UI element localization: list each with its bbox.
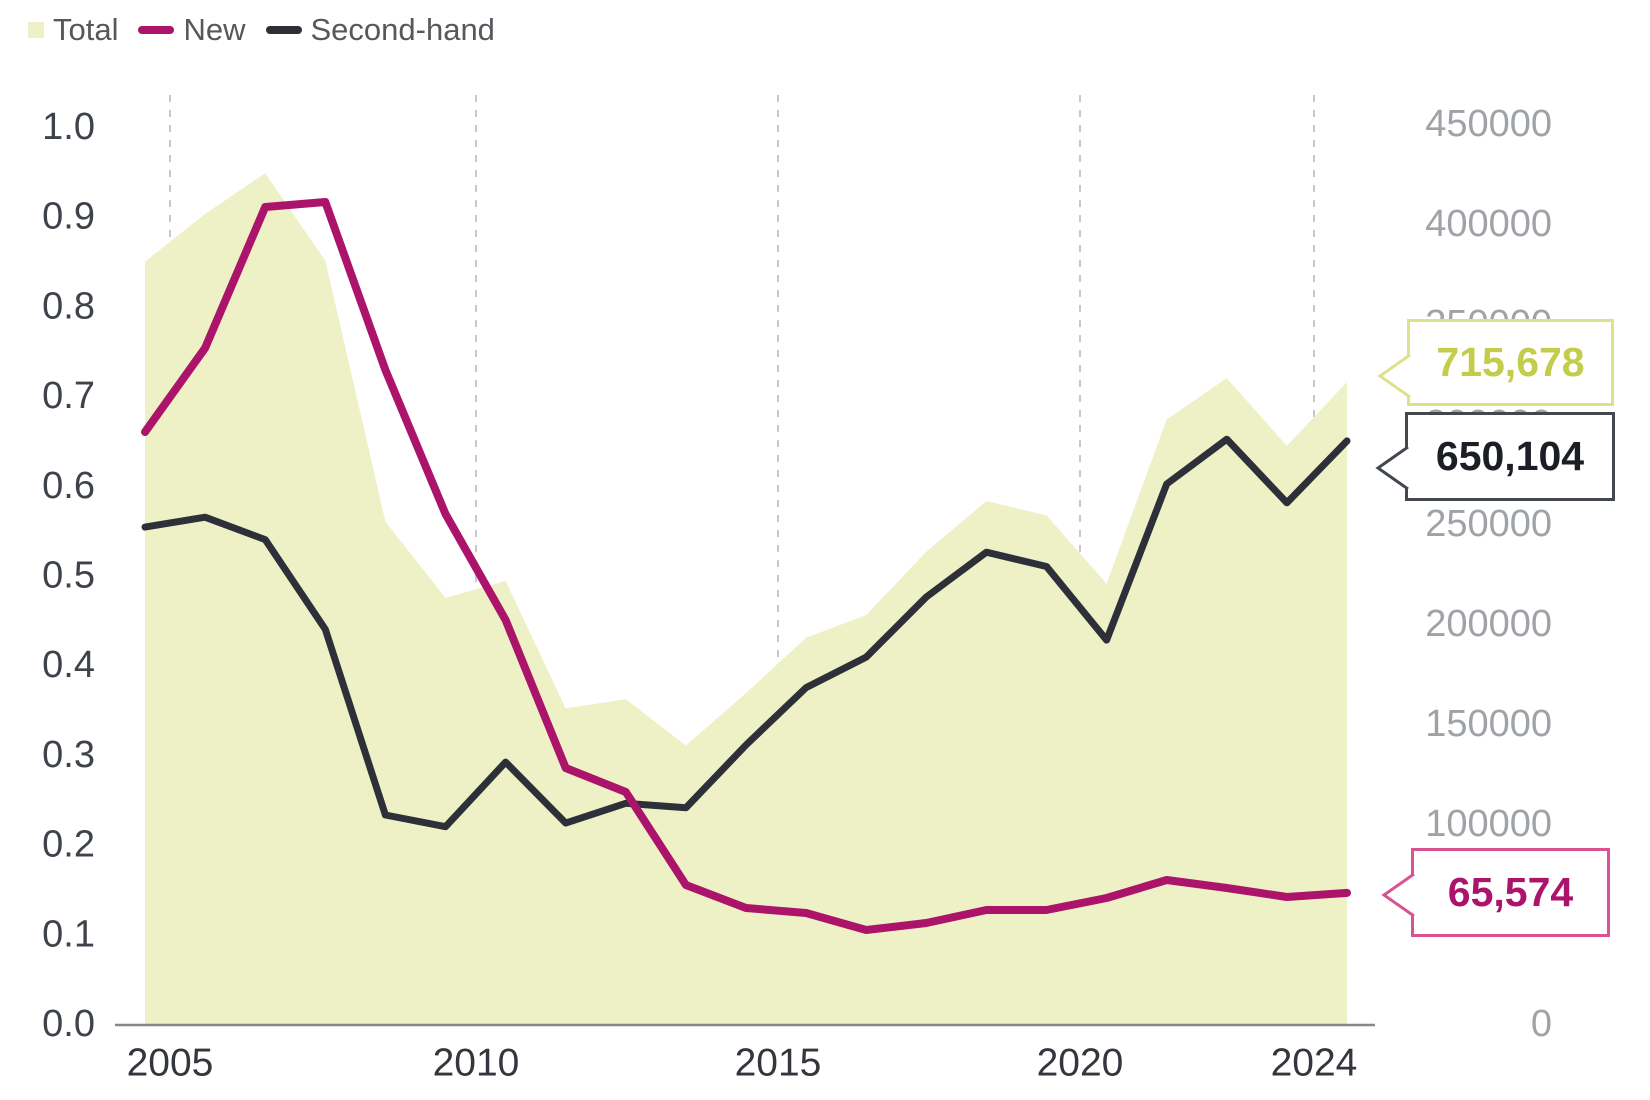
- x-axis-tick-label: 2015: [735, 1042, 822, 1085]
- second-hand-end-value: 650,104: [1435, 433, 1585, 479]
- second-hand-line: [141, 435, 1351, 831]
- total-area-swatch-icon: [28, 22, 44, 38]
- callout-notch-icon: [1377, 353, 1411, 399]
- right-axis-tick-label: 250000: [1425, 503, 1552, 545]
- left-axis-tick-label: 0.9: [42, 196, 95, 238]
- legend-item-new: New: [138, 12, 246, 48]
- left-axis-tick-label: 0.1: [42, 913, 95, 955]
- left-axis-tick-label: 0.7: [42, 375, 95, 417]
- left-axis-tick-label: 1.0: [42, 106, 95, 148]
- right-axis-tick-label: 0: [1531, 1003, 1552, 1045]
- legend: Total New Second-hand: [28, 12, 495, 48]
- x-axis-tick-label: 2005: [127, 1042, 214, 1085]
- legend-label-second-hand: Second-hand: [310, 12, 495, 47]
- legend-label-new: New: [183, 12, 246, 47]
- legend-item-total: Total: [28, 12, 118, 48]
- right-axis-tick-label: 150000: [1425, 703, 1552, 745]
- left-axis-tick-label: 0.0: [42, 1003, 95, 1045]
- legend-label-total: Total: [53, 12, 119, 47]
- new-line: [141, 198, 1351, 934]
- x-axis-tick-label: 2024: [1271, 1042, 1358, 1085]
- callout-notch-icon: [1375, 445, 1409, 491]
- total-area: [145, 173, 1347, 1024]
- right-axis-tick-label: 200000: [1425, 603, 1552, 645]
- total-end-value-callout: 715,678: [1377, 319, 1614, 406]
- x-axis-tick-label: 2020: [1037, 1042, 1124, 1085]
- right-axis-tick-label: 450000: [1425, 103, 1552, 145]
- left-axis-tick-label: 0.3: [42, 734, 95, 776]
- new-line-swatch-icon: [138, 26, 175, 34]
- total-end-value: 715,678: [1436, 339, 1585, 385]
- left-axis-tick-label: 0.4: [42, 644, 95, 686]
- right-axis-tick-label: 400000: [1425, 203, 1552, 245]
- x-axis-tick-label: 2010: [433, 1042, 520, 1085]
- left-axis-tick-label: 0.2: [42, 824, 95, 866]
- left-axis-tick-label: 0.5: [42, 555, 95, 597]
- new-end-value-callout: 65,574: [1381, 848, 1610, 937]
- second-hand-end-value-callout: 650,104: [1375, 412, 1615, 501]
- new-end-value: 65,574: [1447, 869, 1574, 915]
- legend-item-second-hand: Second-hand: [265, 12, 495, 48]
- right-axis-tick-label: 100000: [1425, 803, 1552, 845]
- second-hand-line-swatch-icon: [265, 26, 302, 34]
- callout-notch-icon: [1381, 872, 1415, 918]
- left-axis-tick-label: 0.8: [42, 285, 95, 327]
- left-axis-tick-label: 0.6: [42, 465, 95, 507]
